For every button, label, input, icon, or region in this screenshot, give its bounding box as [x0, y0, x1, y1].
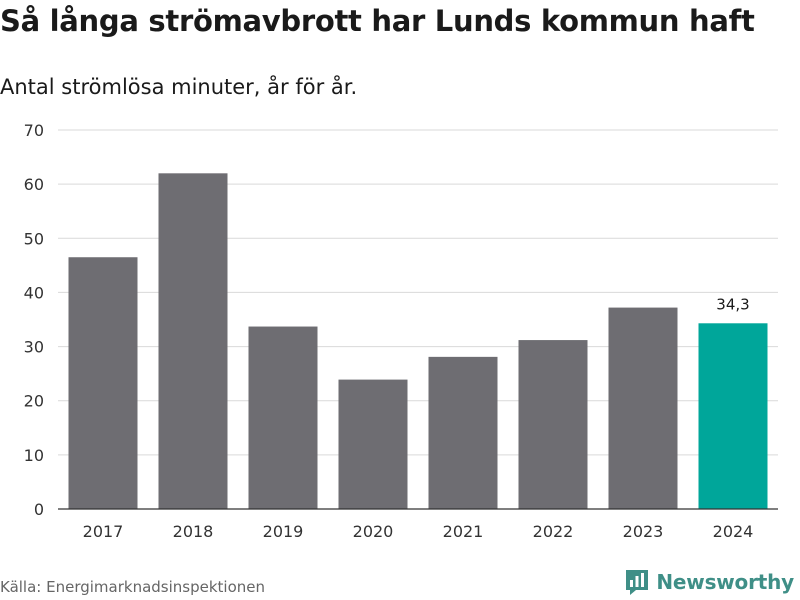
- y-tick-label: 30: [24, 338, 44, 357]
- bar-2022: [518, 340, 588, 509]
- x-tick-label: 2024: [713, 522, 754, 541]
- y-tick-label: 0: [34, 500, 44, 519]
- data-label: 34,3: [716, 295, 749, 313]
- x-tick-label: 2018: [173, 522, 214, 541]
- source-note: Källa: Energimarknadsinspektionen: [0, 578, 266, 596]
- y-tick-label: 10: [24, 446, 44, 465]
- y-tick-label: 40: [24, 283, 44, 302]
- y-tick-label: 50: [24, 229, 44, 248]
- bar-2018: [158, 173, 228, 510]
- brand-name: Newsworthy: [656, 570, 794, 594]
- newsworthy-logo-icon: [626, 570, 649, 595]
- bar-2024: [698, 323, 768, 509]
- brand-logo: Newsworthy: [624, 568, 794, 596]
- bar-2023: [608, 307, 678, 509]
- chart-subtitle: Antal strömlösa minuter, år för år.: [0, 75, 358, 99]
- bar-chart: 0 10 20 30 40 50 60 70 2017 2018 2019 2020 2021 2022 2…: [24, 121, 778, 541]
- chart-title: Så långa strömavbrott har Lunds kommun h…: [0, 4, 755, 38]
- y-tick-label: 60: [24, 175, 44, 194]
- y-tick-label: 20: [24, 392, 44, 411]
- x-tick-label: 2019: [263, 522, 304, 541]
- bar-2019: [248, 326, 318, 509]
- bar-2021: [428, 356, 498, 509]
- x-tick-label: 2021: [443, 522, 484, 541]
- bar-2020: [338, 379, 408, 509]
- x-tick-label: 2022: [533, 522, 574, 541]
- bar-2017: [68, 257, 138, 509]
- y-tick-label: 70: [24, 121, 44, 140]
- x-tick-label: 2020: [353, 522, 394, 541]
- x-tick-label: 2023: [623, 522, 664, 541]
- x-tick-label: 2017: [83, 522, 124, 541]
